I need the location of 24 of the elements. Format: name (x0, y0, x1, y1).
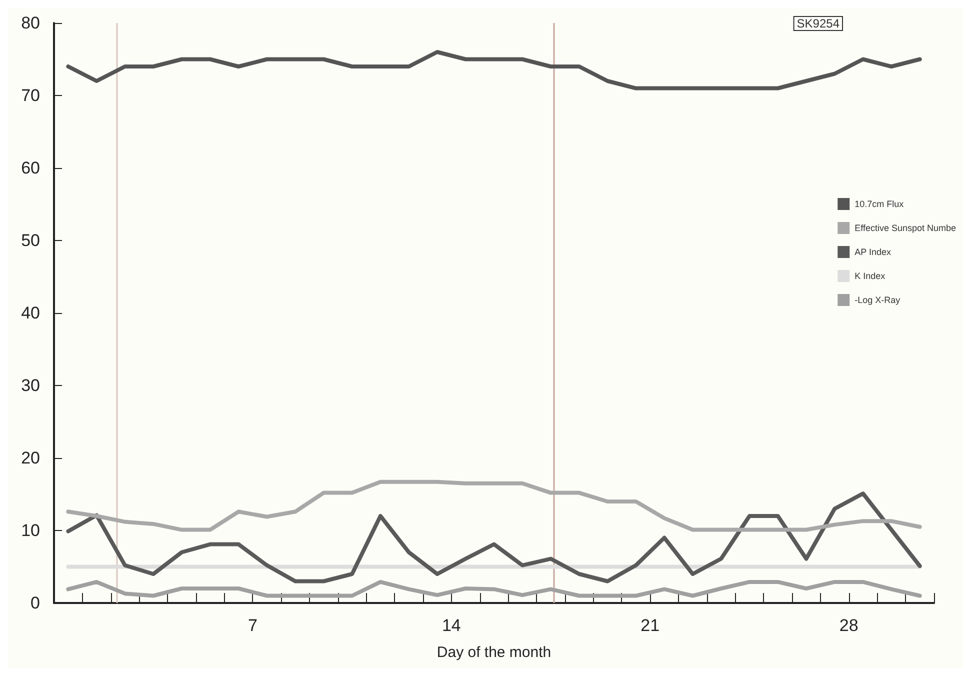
y-tick-label: 80 (21, 14, 40, 32)
y-tick-label: 70 (21, 86, 40, 105)
legend-label: 10.7cm Flux (854, 199, 904, 209)
x-tick-label: 21 (640, 616, 660, 635)
line-series (66, 492, 922, 584)
line-series (66, 50, 922, 90)
x-tick-label: 14 (442, 616, 461, 635)
legend-label: K Index (854, 271, 886, 281)
y-tick-label: 40 (21, 304, 40, 322)
x-tick-label: 7 (248, 616, 258, 635)
y-tick-label: 50 (21, 231, 40, 250)
line-series (66, 580, 922, 598)
legend-label: Effective Sunspot Numbe (854, 223, 956, 233)
legend-label: -Log X-Ray (854, 295, 901, 305)
y-tick-label: 10 (21, 521, 40, 540)
y-tick-label: 30 (21, 376, 40, 395)
y-tick-label: 20 (21, 448, 40, 468)
line-series (66, 480, 922, 532)
y-tick-label: 60 (21, 158, 40, 178)
x-tick-label: 28 (839, 616, 858, 635)
annotation: SK9254 (796, 16, 840, 30)
x-axis-title: Day of the month (436, 644, 552, 661)
legend-label: AP Index (854, 247, 892, 257)
y-tick-label: 0 (30, 594, 40, 612)
